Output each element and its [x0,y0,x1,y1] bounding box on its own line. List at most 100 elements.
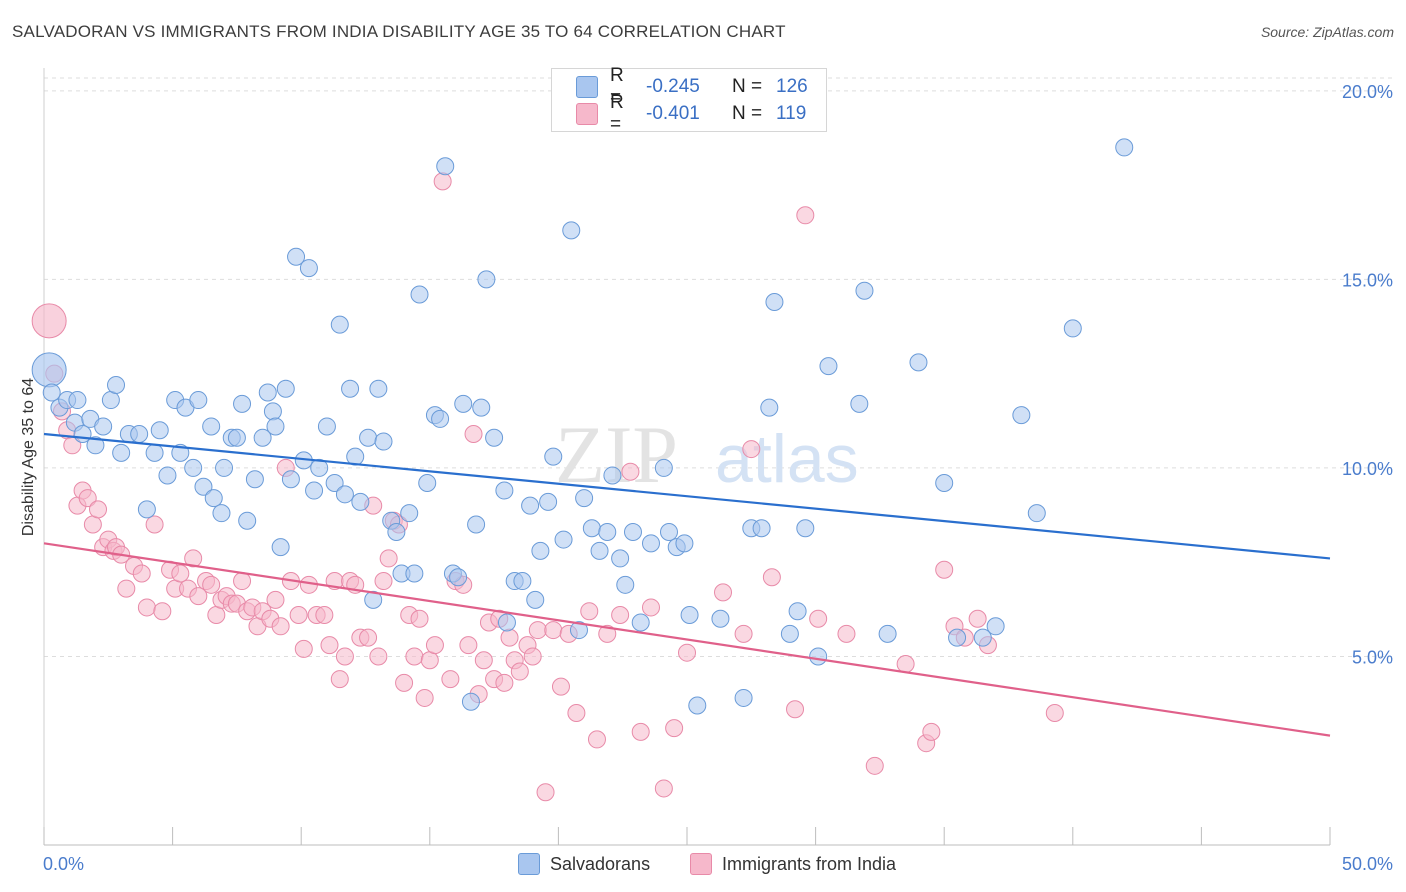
data-point [587,730,606,749]
data-point [150,421,169,440]
data-point [788,602,807,621]
data-point [528,621,547,640]
legend-label: Immigrants from India [722,853,897,874]
data-point [765,293,784,312]
data-point [500,628,519,647]
data-point [495,481,514,500]
data-point [263,402,282,421]
data-point [202,575,221,594]
data-point [351,492,370,511]
data-point [562,221,581,240]
data-point [189,391,208,410]
data-point [711,609,730,628]
data-point [896,655,915,674]
trend-line [43,542,1331,737]
data-point [678,643,696,662]
data-point [714,583,733,602]
watermark-atlas: atlas [715,421,859,497]
data-point [752,519,771,538]
data-point [271,538,290,557]
data-point [400,504,419,523]
data-point [922,722,941,741]
y-axis-label: Disability Age 35 to 64 [20,378,37,536]
data-point [215,458,234,477]
data-point [101,391,120,410]
x-tick-label: 50.0% [1342,854,1393,874]
data-point [531,541,550,560]
data-point [459,636,478,655]
data-point [374,432,393,451]
data-point [117,579,136,598]
data-point [582,519,601,538]
data-point [132,564,151,583]
data-point [495,673,514,692]
data-point [305,481,324,500]
data-point [310,458,329,477]
chart-title: SALVADORAN VS IMMIGRANTS FROM INDIA DISA… [12,22,786,41]
n-label: N = [732,76,763,97]
data-point [410,609,429,628]
data-point [675,534,694,553]
data-point [544,447,563,466]
trend-line [43,432,1331,560]
data-point [659,523,678,542]
data-point [204,489,223,508]
data-point [603,466,622,485]
data-point [341,379,360,398]
data-point [89,500,108,519]
r-value: -0.245 [646,76,700,97]
data-point [266,590,285,609]
data-point [461,692,480,711]
data-point [523,647,542,666]
data-point [688,696,707,715]
data-point [760,398,779,417]
data-point [369,379,388,398]
legend-swatch-blue [576,76,598,98]
x-tick-label: 0.0% [43,854,84,874]
data-point [477,270,496,289]
data-point [654,458,673,477]
tick-labels: 5.0% 10.0% 15.0% 20.0% 0.0% 50.0% [43,82,1393,874]
data-point [31,303,67,339]
data-point [631,722,650,741]
data-point [611,549,630,568]
data-point [171,564,190,583]
legend-swatch-pink [690,853,712,875]
data-point [973,628,992,647]
n-value: 126 [776,76,808,97]
data-point [878,624,897,643]
data-point [616,575,635,594]
data-point [819,357,838,376]
data-point [227,428,246,447]
data-point [137,598,156,617]
data-point [837,624,856,643]
data-point [580,602,599,621]
legend-row-india: R = -0.401 N = 119 [576,92,806,135]
data-point [680,605,699,624]
legend-item-salvadorans: Salvadorans [518,852,650,876]
data-point [42,383,61,402]
data-point [935,474,954,493]
data-point [454,394,473,413]
data-point [850,394,869,413]
data-point [464,424,483,443]
correlation-legend: R = -0.245 N = 126 R = -0.401 N = 119 [551,65,827,135]
n-label: N = [732,103,763,124]
data-point [786,700,805,719]
data-point [551,677,570,696]
data-point [420,651,439,670]
data-point [145,515,164,534]
data-point [467,515,486,534]
y-tick-label: 5.0% [1352,647,1393,667]
data-point [78,489,97,508]
data-point [909,353,928,372]
data-point [796,519,815,538]
data-point [734,688,753,707]
data-point [158,466,177,485]
legend-label: Salvadorans [550,853,651,874]
data-point [598,523,617,542]
data-point [762,568,781,587]
data-point [212,504,231,523]
data-point [536,783,555,802]
data-point [266,417,285,436]
